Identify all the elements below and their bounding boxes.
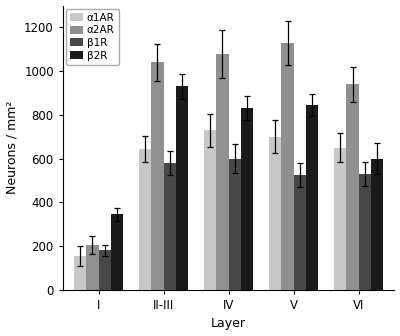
Y-axis label: Neurons / mm²: Neurons / mm² xyxy=(6,101,18,195)
Bar xyxy=(269,137,281,290)
Bar xyxy=(306,105,318,290)
Bar xyxy=(86,245,99,290)
Bar xyxy=(111,214,123,290)
Bar xyxy=(164,163,176,290)
Bar xyxy=(229,159,241,290)
X-axis label: Layer: Layer xyxy=(211,318,246,330)
Bar xyxy=(139,149,151,290)
Bar xyxy=(216,54,229,290)
Bar xyxy=(241,108,253,290)
Bar xyxy=(294,175,306,290)
Bar xyxy=(281,43,294,290)
Bar xyxy=(346,84,359,290)
Bar xyxy=(359,174,371,290)
Bar xyxy=(204,130,216,290)
Bar xyxy=(99,251,111,290)
Bar xyxy=(74,256,86,290)
Bar xyxy=(151,62,164,290)
Bar xyxy=(371,159,383,290)
Bar xyxy=(334,148,346,290)
Legend: α1AR, α2AR, β1R, β2R: α1AR, α2AR, β1R, β2R xyxy=(66,9,119,65)
Bar xyxy=(176,86,188,290)
